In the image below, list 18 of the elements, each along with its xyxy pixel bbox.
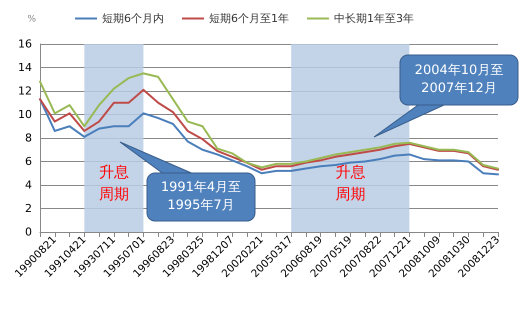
speech-bubble: 2004年10月至2007年12月 <box>373 54 519 138</box>
y-tick-label: 4 <box>25 178 32 192</box>
y-tick-label: 0 <box>25 226 32 238</box>
y-tick-label: 14 <box>18 61 32 74</box>
y-tick-label: 2 <box>25 202 32 215</box>
y-tick-label: 8 <box>25 132 32 144</box>
y-axis-title: % <box>27 14 36 24</box>
y-tick-label: 6 <box>25 155 32 168</box>
y-tick-label: 12 <box>18 84 32 98</box>
annotation: 2004年10月至2007年12月 <box>414 62 504 98</box>
band-label: 升息周期 <box>98 163 129 203</box>
legend-label: 短期6个月至1年 <box>209 12 289 25</box>
y-tick-label: 16 <box>18 38 32 50</box>
band-label: 升息周期 <box>335 163 366 203</box>
legend-label: 短期6个月内 <box>102 12 164 25</box>
y-tick-label: 10 <box>18 108 32 121</box>
annotation: 1991年4月至1995年7月 <box>160 179 242 215</box>
legend-label: 中长期1年至3年 <box>334 12 414 25</box>
